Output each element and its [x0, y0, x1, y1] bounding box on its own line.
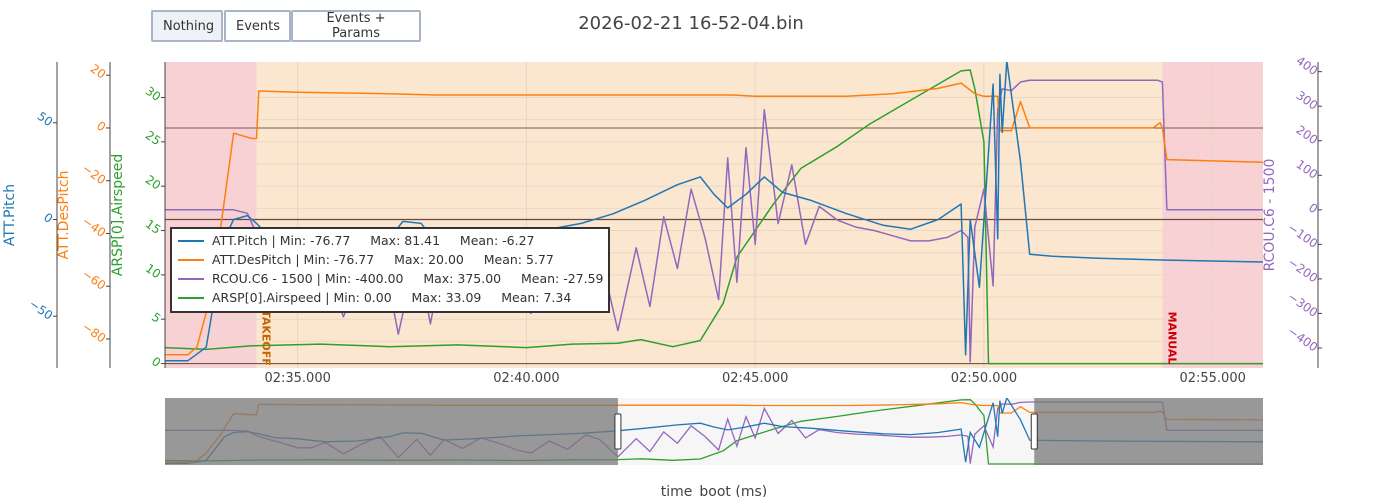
- legend-entry: ARSP[0].Airspeed | Min: 0.00 Max: 33.09 …: [212, 290, 571, 305]
- tick-label-despitch: −60: [80, 267, 109, 293]
- tick-label-arsp: 10: [143, 261, 164, 281]
- legend-box: [170, 227, 610, 313]
- tick-label-arsp: 0: [149, 354, 163, 370]
- event-labels: TAKEOFF MANUAL: [260, 310, 1179, 366]
- tick-label-arsp: 5: [149, 310, 163, 326]
- tick-label-rcou: 100: [1294, 157, 1321, 182]
- axis-title-arsp: ARSP[0].Airspeed: [110, 154, 126, 276]
- series-line-arsp: [165, 69, 1263, 365]
- tick-label-rcou: −400: [1285, 324, 1320, 354]
- axis-title-despitch: ATT.DesPitch: [56, 171, 72, 260]
- x-axis: time_boot (ms) 02:35.000 02:40.000 02:45.0…: [264, 371, 1245, 497]
- tick-label-rcou: −100: [1285, 220, 1320, 250]
- tick-label-rcou: 300: [1294, 88, 1321, 113]
- legend-entry: RCOU.C6 - 1500 | Min: -400.00 Max: 375.0…: [212, 271, 604, 286]
- x-axis-label: time_boot (ms): [661, 484, 767, 497]
- tick-label-pitch: 50: [35, 109, 56, 129]
- tick-label-rcou: −200: [1285, 255, 1320, 285]
- x-tick-label: 02:35.000: [264, 371, 330, 386]
- band-flight: [256, 62, 1163, 368]
- legend[interactable]: ATT.Pitch | Min: -76.77 Max: 81.41 Mean:…: [170, 227, 610, 313]
- range-slider[interactable]: [165, 398, 1263, 465]
- event-label-takeoff: TAKEOFF: [260, 310, 273, 366]
- tick-label-rcou: 400: [1294, 54, 1321, 79]
- tick-label-arsp: 30: [143, 84, 164, 104]
- axis-title-rcou: RCOU.C6 - 1500: [1262, 159, 1278, 272]
- tick-label-despitch: −80: [80, 319, 109, 345]
- range-slider-handle-left[interactable]: [614, 413, 622, 450]
- tick-label-arsp: 20: [143, 172, 164, 192]
- x-tick-label: 02:40.000: [493, 371, 559, 386]
- x-tick-label: 02:50.000: [951, 371, 1017, 386]
- tick-label-arsp: 15: [143, 217, 164, 237]
- x-tick-label: 02:55.000: [1179, 371, 1245, 386]
- range-slider-handle-right[interactable]: [1030, 413, 1038, 450]
- range-slider-mask-left: [165, 398, 618, 465]
- x-tick-label: 02:45.000: [722, 371, 788, 386]
- event-bands: [165, 62, 1263, 368]
- event-label-manual: MANUAL: [1165, 312, 1178, 365]
- tick-label-pitch: −50: [27, 297, 56, 323]
- tick-label-pitch: 0: [41, 210, 55, 226]
- nothing-button[interactable]: Nothing: [151, 10, 223, 42]
- chart-title: 2026-02-21 16-52-04.bin: [578, 13, 804, 34]
- legend-entry: ATT.DesPitch | Min: -76.77 Max: 20.00 Me…: [212, 252, 554, 267]
- range-slider-mask-right: [1034, 398, 1263, 465]
- tick-label-despitch: 20: [88, 61, 109, 81]
- tick-label-despitch: −20: [80, 161, 109, 187]
- tick-label-rcou: 200: [1294, 123, 1321, 148]
- axis-title-pitch: ATT.Pitch: [2, 184, 18, 246]
- legend-entry: ATT.Pitch | Min: -76.77 Max: 81.41 Mean:…: [212, 233, 535, 248]
- tick-label-despitch: 0: [94, 119, 108, 135]
- series-line-despitch: [165, 82, 1263, 356]
- events-button[interactable]: Events: [224, 10, 291, 42]
- events-params-button[interactable]: Events + Params: [291, 10, 421, 42]
- tick-label-rcou: −300: [1285, 290, 1320, 320]
- tick-label-arsp: 25: [143, 128, 164, 148]
- tick-label-despitch: −40: [80, 214, 109, 240]
